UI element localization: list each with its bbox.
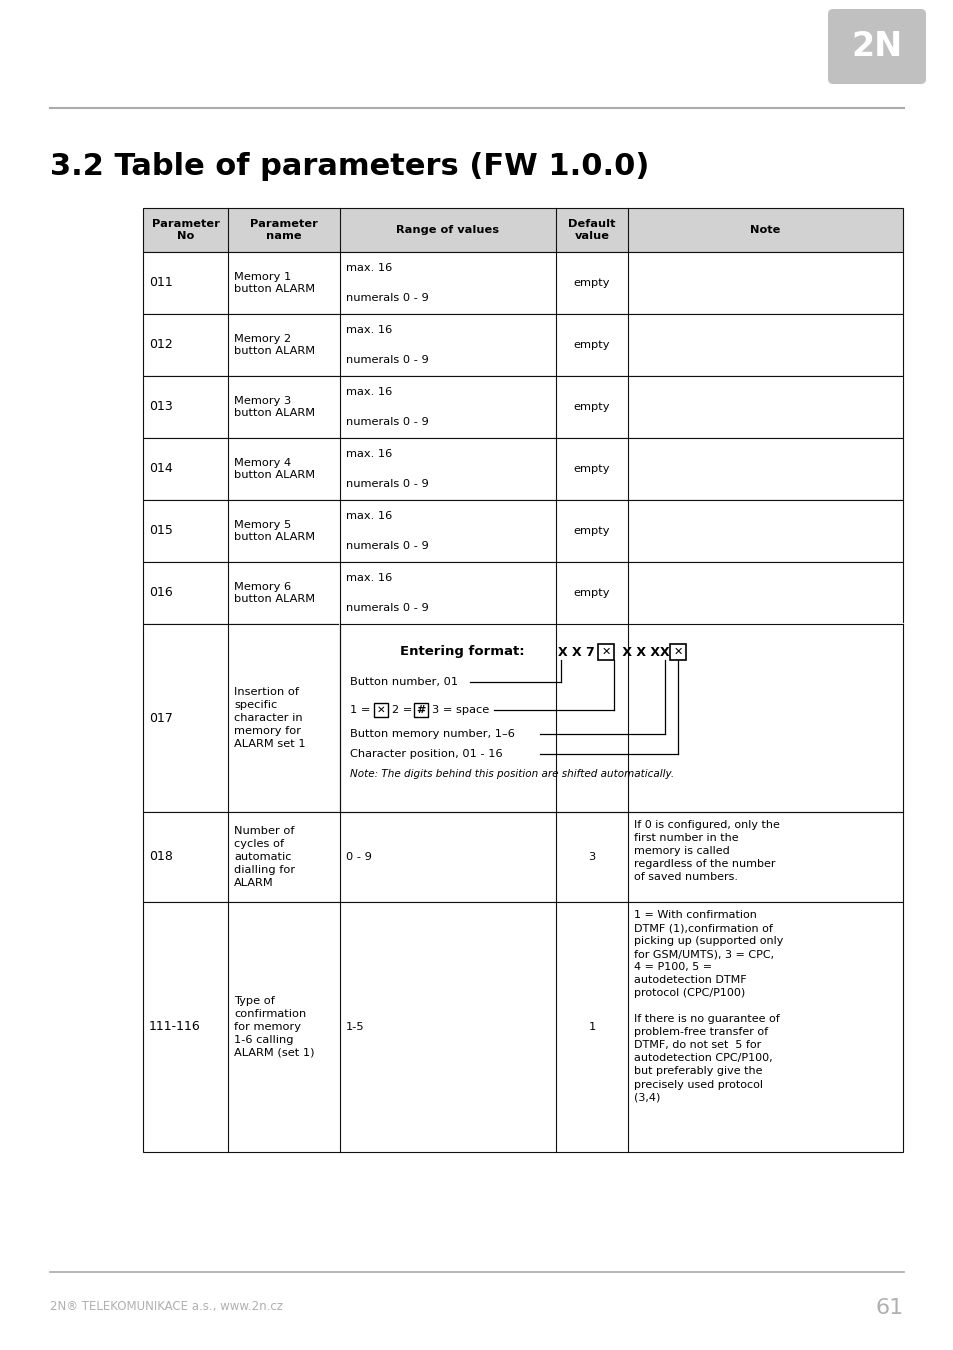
Bar [143, 562, 902, 624]
Text: 015: 015 [149, 525, 172, 537]
Text: Memory 6
button ALARM: Memory 6 button ALARM [233, 582, 314, 605]
FancyBboxPatch shape [827, 9, 925, 84]
Bar [143, 315, 902, 377]
Text: #: # [416, 705, 425, 716]
Text: empty: empty [573, 402, 610, 412]
Text: max. 16

numerals 0 - 9: max. 16 numerals 0 - 9 [346, 450, 428, 489]
Text: 013: 013 [149, 401, 172, 413]
Bar [143, 902, 902, 1152]
Text: max. 16

numerals 0 - 9: max. 16 numerals 0 - 9 [346, 574, 428, 613]
Text: Parameter
No: Parameter No [152, 219, 219, 242]
Text: 3 = space: 3 = space [432, 705, 489, 716]
Bar [143, 500, 902, 562]
Text: Default
value: Default value [568, 219, 615, 242]
Text: max. 16

numerals 0 - 9: max. 16 numerals 0 - 9 [346, 512, 428, 551]
Text: Note: The digits behind this position are shifted automatically.: Note: The digits behind this position ar… [350, 769, 674, 779]
Text: Range of values: Range of values [396, 225, 499, 235]
Text: ✕: ✕ [376, 705, 385, 716]
Text: max. 16

numerals 0 - 9: max. 16 numerals 0 - 9 [346, 387, 428, 427]
Text: ✕: ✕ [600, 647, 610, 657]
Bar [143, 811, 902, 902]
Text: Memory 2
button ALARM: Memory 2 button ALARM [233, 333, 314, 356]
Text: empty: empty [573, 589, 610, 598]
Text: Note: Note [749, 225, 780, 235]
Text: 1 =: 1 = [350, 705, 370, 716]
Text: 3: 3 [588, 852, 595, 863]
Text: 1-5: 1-5 [346, 1022, 364, 1031]
Text: empty: empty [573, 464, 610, 474]
Bar [143, 624, 902, 811]
Text: empty: empty [573, 278, 610, 288]
Text: 61: 61 [875, 1297, 903, 1318]
Bar [143, 252, 902, 315]
Text: If 0 is configured, only the
first number in the
memory is called
regardless of : If 0 is configured, only the first numbe… [634, 819, 779, 882]
Text: 2N® TELEKOMUNIKACE a.s., www.2n.cz: 2N® TELEKOMUNIKACE a.s., www.2n.cz [50, 1300, 283, 1314]
Text: 2N: 2N [850, 30, 902, 63]
Text: max. 16

numerals 0 - 9: max. 16 numerals 0 - 9 [346, 325, 428, 364]
Text: 017: 017 [149, 711, 172, 725]
Text: Memory 4
button ALARM: Memory 4 button ALARM [233, 458, 314, 481]
Text: X X XX: X X XX [618, 645, 669, 659]
Text: Memory 1
button ALARM: Memory 1 button ALARM [233, 271, 314, 294]
Text: Insertion of
specific
character in
memory for
ALARM set 1: Insertion of specific character in memor… [233, 687, 305, 749]
Bar [143, 437, 902, 500]
Text: 018: 018 [149, 850, 172, 864]
Text: empty: empty [573, 526, 610, 536]
Text: 1: 1 [588, 1022, 595, 1031]
FancyBboxPatch shape [669, 644, 685, 660]
Bar [339, 624, 902, 811]
Text: Entering format:: Entering format: [399, 645, 524, 659]
Text: max. 16

numerals 0 - 9: max. 16 numerals 0 - 9 [346, 263, 428, 302]
Text: Number of
cycles of
automatic
dialling for
ALARM: Number of cycles of automatic dialling f… [233, 826, 294, 887]
Text: Button memory number, 1–6: Button memory number, 1–6 [350, 729, 515, 738]
Text: Memory 5
button ALARM: Memory 5 button ALARM [233, 520, 314, 543]
Text: 3.2 Table of parameters (FW 1.0.0): 3.2 Table of parameters (FW 1.0.0) [50, 153, 649, 181]
Text: 111-116: 111-116 [149, 1021, 200, 1034]
Text: 1 = With confirmation
DTMF (1),confirmation of
picking up (supported only
for GS: 1 = With confirmation DTMF (1),confirmat… [634, 910, 782, 1103]
Text: Memory 3
button ALARM: Memory 3 button ALARM [233, 396, 314, 418]
Text: Character position, 01 - 16: Character position, 01 - 16 [350, 749, 502, 759]
FancyBboxPatch shape [598, 644, 614, 660]
Text: empty: empty [573, 340, 610, 350]
Text: Parameter
name: Parameter name [250, 219, 317, 242]
Text: 016: 016 [149, 586, 172, 599]
Bar [143, 377, 902, 437]
Text: Type of
confirmation
for memory
1-6 calling
ALARM (set 1): Type of confirmation for memory 1-6 call… [233, 996, 314, 1057]
Text: 014: 014 [149, 463, 172, 475]
FancyBboxPatch shape [374, 703, 388, 717]
Text: X X 7: X X 7 [558, 645, 594, 659]
Text: Button number, 01: Button number, 01 [350, 676, 457, 687]
Text: 012: 012 [149, 339, 172, 351]
Text: 0 - 9: 0 - 9 [346, 852, 372, 863]
Text: 011: 011 [149, 277, 172, 289]
FancyBboxPatch shape [414, 703, 428, 717]
Text: ✕: ✕ [673, 647, 682, 657]
Bar [143, 208, 902, 252]
Text: 2 =: 2 = [392, 705, 412, 716]
